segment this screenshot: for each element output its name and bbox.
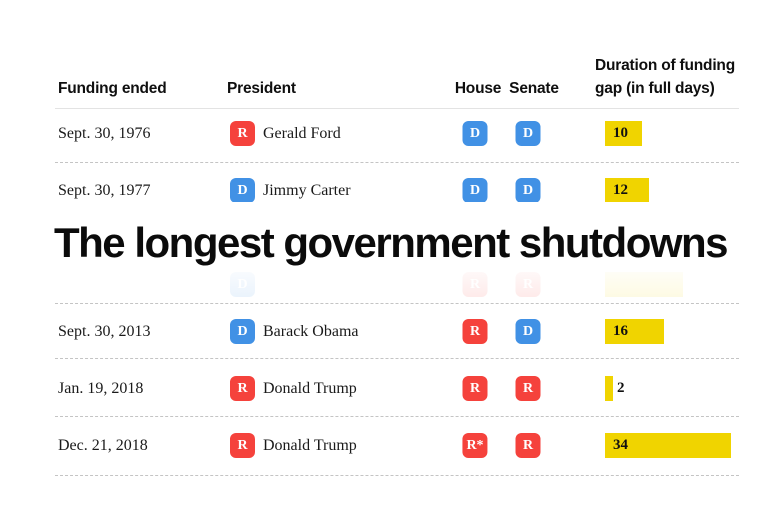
- funding-ended-cell: Sept. 30, 2013: [58, 323, 151, 340]
- duration-bar: [605, 376, 613, 401]
- column-header-senate: Senate: [509, 80, 559, 97]
- column-header-duration: Duration of funding gap (in full days): [595, 54, 735, 100]
- duration-bar: 10: [605, 121, 642, 146]
- house-party-badge: D: [462, 178, 488, 203]
- senate-party-badge: D: [515, 178, 541, 203]
- president-name: Donald Trump: [263, 437, 357, 454]
- president-party-badge: D: [230, 319, 255, 344]
- row-separator: [55, 162, 739, 163]
- house-party-badge: R*: [462, 433, 488, 458]
- column-header-house: House: [454, 80, 502, 97]
- duration-label: 2: [617, 380, 625, 396]
- president-name: Jimmy Carter: [263, 182, 351, 199]
- house-party-badge: R: [462, 319, 488, 344]
- row-separator: [55, 416, 739, 417]
- senate-party-badge: R: [515, 376, 541, 401]
- row-separator: [55, 303, 739, 304]
- house-party-badge: D: [462, 121, 488, 146]
- funding-ended-cell: Sept. 30, 1977: [58, 182, 151, 199]
- column-header-funding-ended: Funding ended: [58, 80, 167, 97]
- president-name: Gerald Ford: [263, 125, 341, 142]
- row-separator: [55, 358, 739, 359]
- row-separator: [55, 475, 739, 476]
- column-header-duration-line2: gap (in full days): [595, 80, 715, 97]
- header-rule: [55, 108, 739, 109]
- funding-ended-cell: Dec. 21, 2018: [58, 437, 148, 454]
- president-name: Donald Trump: [263, 380, 357, 397]
- white-fade-overlay: [0, 202, 762, 302]
- duration-bar: 16: [605, 319, 664, 344]
- president-party-badge: R: [230, 121, 255, 146]
- funding-ended-cell: Jan. 19, 2018: [58, 380, 144, 397]
- duration-bar: 34: [605, 433, 731, 458]
- senate-party-badge: R: [515, 433, 541, 458]
- funding-ended-cell: Sept. 30, 1976: [58, 125, 151, 142]
- column-header-president: President: [227, 80, 296, 97]
- column-header-duration-line1: Duration of funding: [595, 57, 735, 74]
- page-title: The longest government shutdowns: [54, 219, 729, 266]
- senate-party-badge: D: [515, 121, 541, 146]
- senate-party-badge: D: [515, 319, 541, 344]
- president-party-badge: R: [230, 433, 255, 458]
- president-party-badge: D: [230, 178, 255, 203]
- president-name: Barack Obama: [263, 323, 359, 340]
- president-party-badge: R: [230, 376, 255, 401]
- duration-bar: 12: [605, 178, 649, 203]
- house-party-badge: R: [462, 376, 488, 401]
